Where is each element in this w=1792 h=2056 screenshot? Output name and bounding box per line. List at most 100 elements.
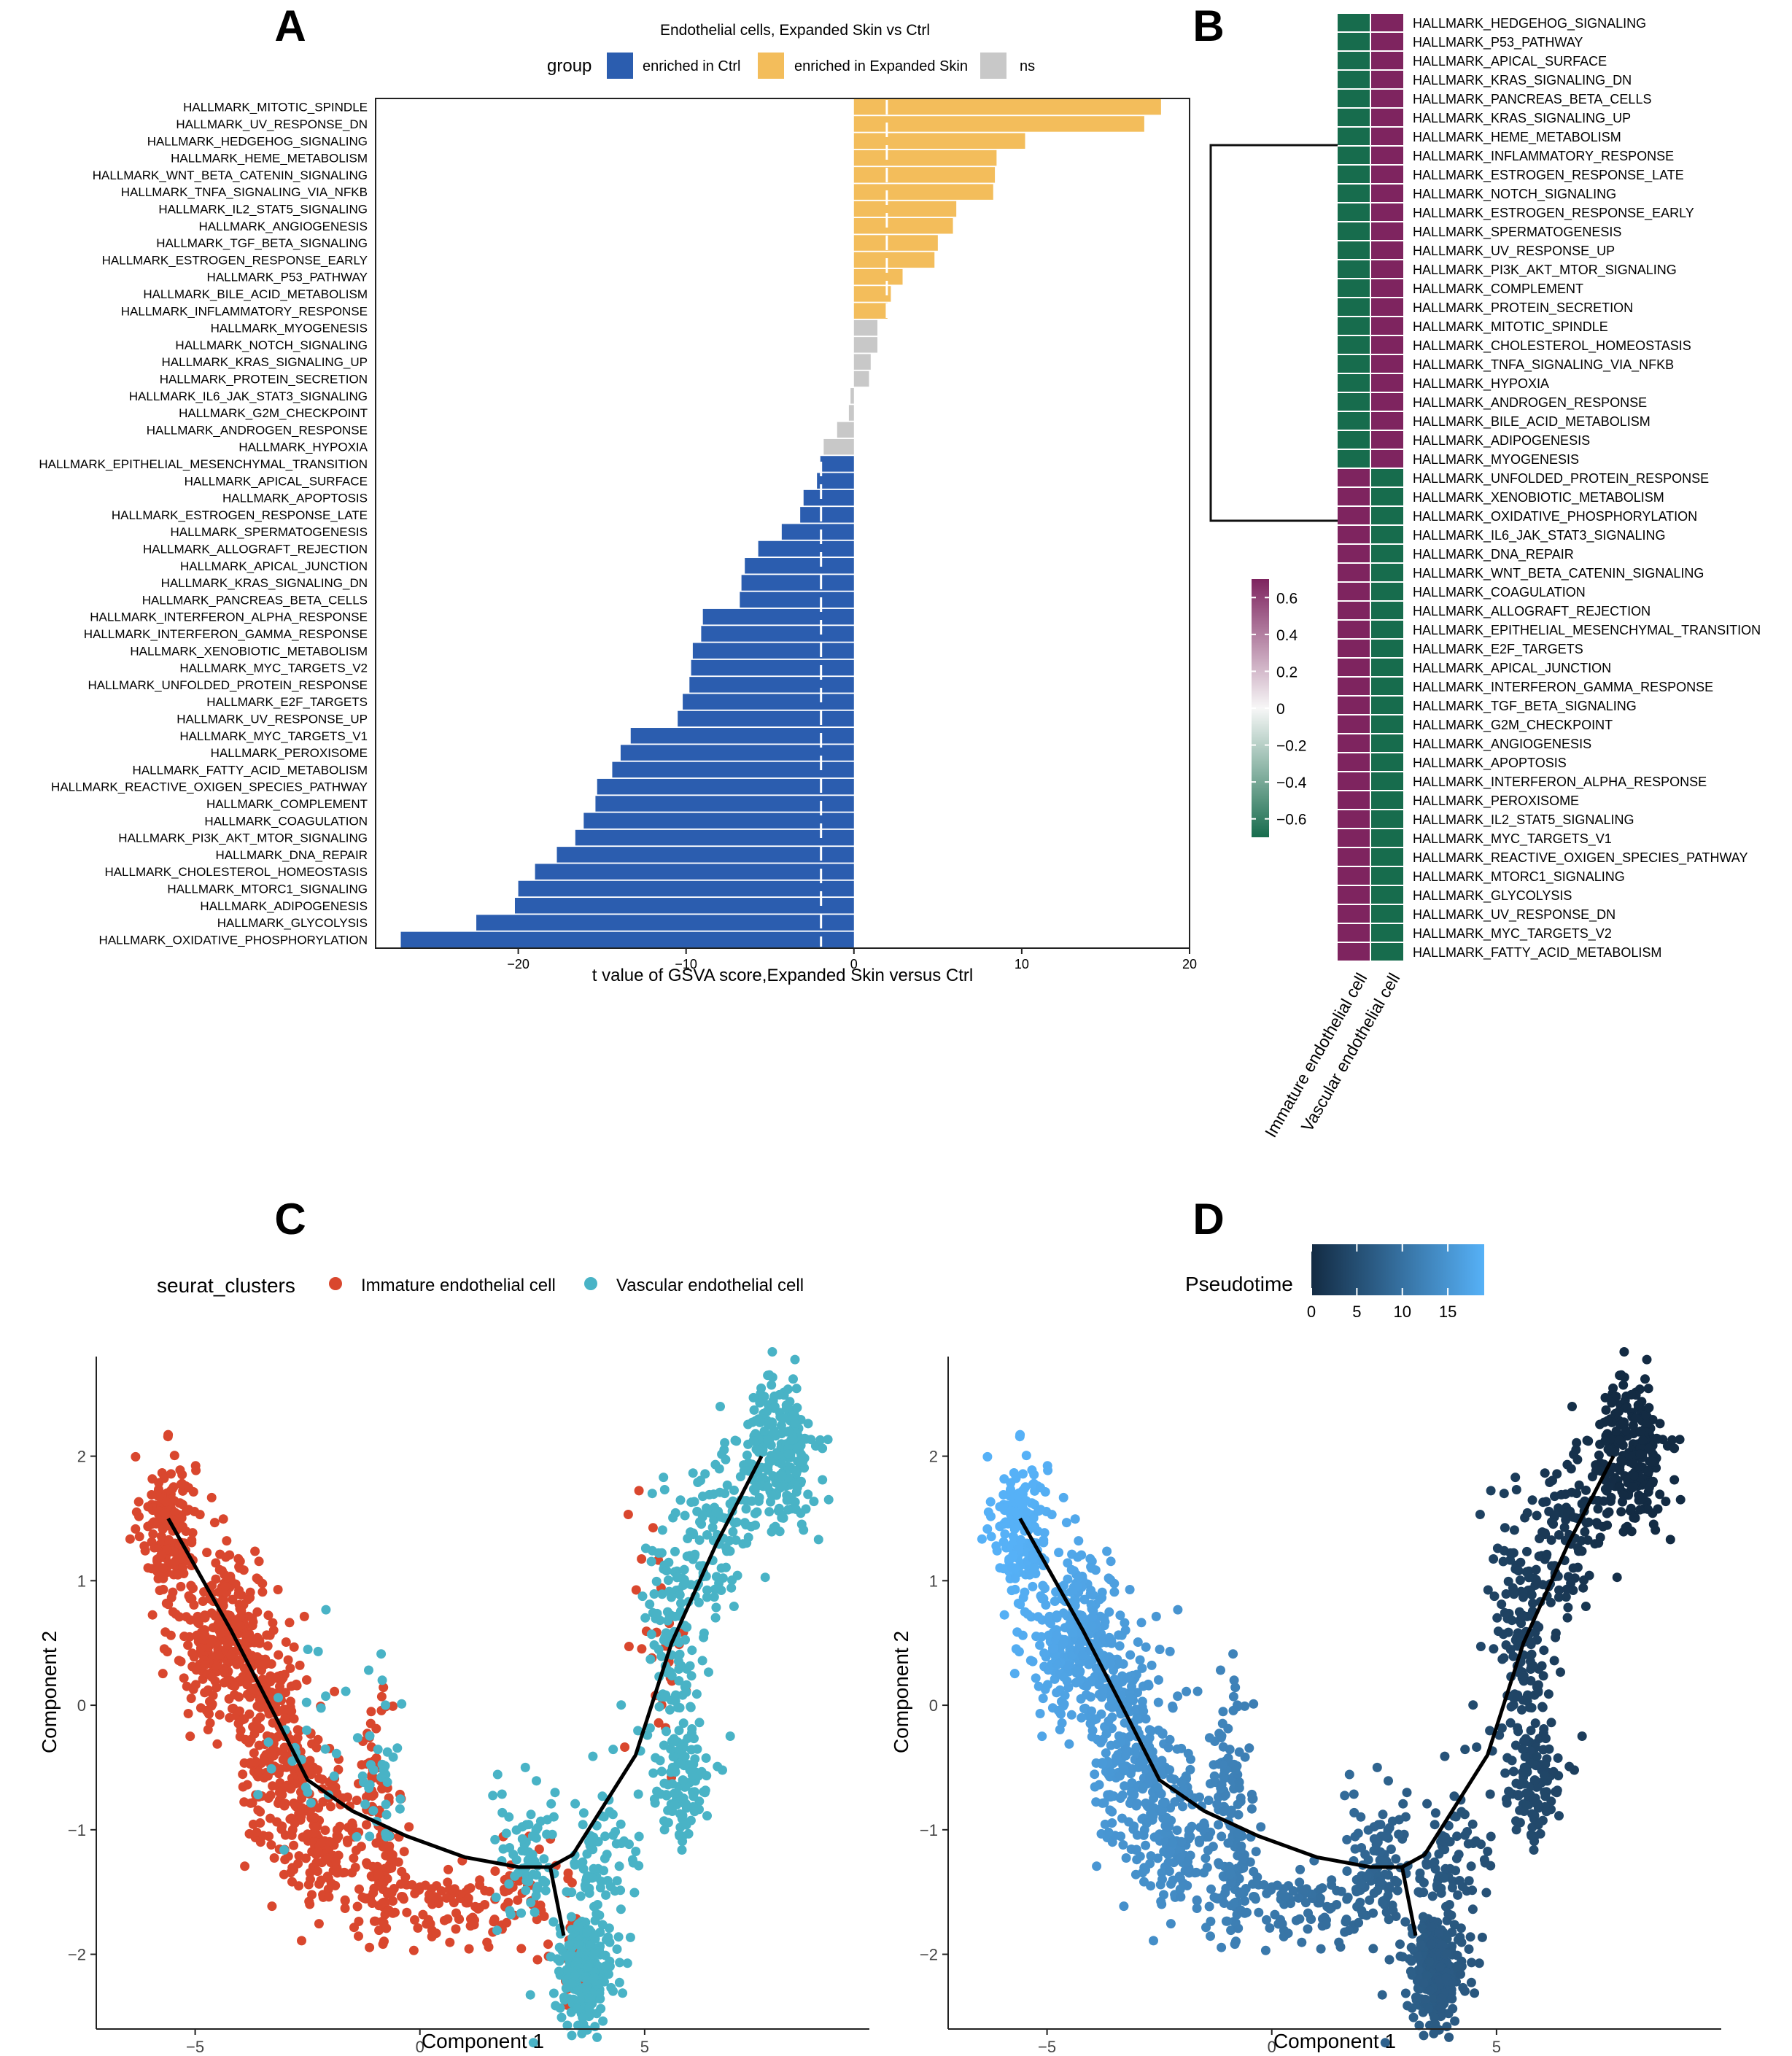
cell-point <box>1468 1700 1478 1710</box>
cell-point <box>532 1776 541 1786</box>
cell-point <box>628 1858 638 1868</box>
cell-point <box>540 1877 551 1888</box>
cell-point <box>274 1650 284 1660</box>
cell-point <box>526 1809 536 1820</box>
cell-point <box>1230 1683 1241 1693</box>
cell-point <box>602 1850 612 1860</box>
cell-point <box>578 1857 588 1867</box>
cell-point <box>777 1482 787 1491</box>
cell-point <box>1642 1354 1652 1365</box>
cell-point <box>235 1706 244 1716</box>
cell-point <box>491 1893 501 1902</box>
cell-point <box>212 1739 222 1749</box>
cell-point <box>313 1734 323 1745</box>
cell-point <box>179 1632 190 1642</box>
cell-point <box>685 1661 695 1671</box>
cell-point <box>1541 1734 1551 1744</box>
cell-point <box>388 1908 398 1918</box>
cell-point <box>786 1435 796 1445</box>
cell-point <box>277 1790 287 1800</box>
cell-point <box>1229 1675 1239 1685</box>
cell-point <box>796 1508 806 1518</box>
x-tick-label: 5 <box>1492 2038 1501 2056</box>
cell-point <box>333 1825 342 1835</box>
cell-point <box>1157 1874 1167 1885</box>
cell-point <box>689 1497 699 1507</box>
cell-point <box>1511 1825 1521 1835</box>
heatmap-cell <box>1371 924 1403 942</box>
cell-point <box>1398 1799 1408 1809</box>
cell-point <box>1530 1775 1540 1785</box>
cell-point <box>711 1602 721 1613</box>
cell-point <box>1303 1908 1313 1918</box>
cell-point <box>1501 1794 1511 1804</box>
cell-point <box>1583 1535 1593 1545</box>
cell-point <box>1530 1718 1540 1729</box>
bar-hallmark-hypoxia <box>823 438 854 455</box>
cell-point <box>682 1622 692 1632</box>
cell-point <box>1132 1712 1142 1723</box>
cell-point <box>554 1942 565 1952</box>
cell-point <box>755 1397 765 1408</box>
cell-point <box>382 1777 392 1787</box>
cell-point <box>1515 1575 1525 1586</box>
heatmap-cell <box>1338 431 1370 449</box>
cell-point <box>648 1523 658 1533</box>
cell-point <box>382 1747 392 1757</box>
cell-point <box>164 1535 174 1545</box>
cell-point <box>622 1958 632 1968</box>
cell-point <box>524 1877 534 1887</box>
cell-point <box>255 1702 265 1712</box>
heatmap-cell <box>1371 431 1403 449</box>
cell-point <box>681 1820 691 1830</box>
category-label: HALLMARK_INTERFERON_GAMMA_RESPONSE <box>84 627 368 641</box>
cell-point <box>1049 1643 1058 1653</box>
cell-point <box>287 1877 297 1887</box>
cell-point <box>1115 1793 1125 1803</box>
cell-point <box>656 1651 667 1661</box>
cell-point <box>1534 1551 1544 1562</box>
heatmap-cell <box>1371 52 1403 69</box>
cell-point <box>1552 1469 1562 1479</box>
heatmap-row-label: HALLMARK_BILE_ACID_METABOLISM <box>1413 414 1651 430</box>
cell-point <box>1595 1419 1605 1429</box>
cell-point <box>410 1888 420 1898</box>
heatmap-cell <box>1371 412 1403 430</box>
x-tick-label: 5 <box>640 2038 649 2056</box>
cell-point <box>1516 1557 1526 1567</box>
bar-hallmark-kras-signaling-dn <box>741 575 854 591</box>
chart-c-trajectory-branch <box>548 1866 566 1936</box>
heatmap-cell <box>1371 336 1403 354</box>
bar-hallmark-il2-stat5-signaling <box>853 201 957 217</box>
cell-point <box>654 1702 664 1712</box>
cell-point <box>1052 1688 1062 1698</box>
cell-point <box>1105 1805 1115 1815</box>
cell-point <box>1172 1826 1182 1835</box>
cell-point <box>373 1869 384 1880</box>
cell-point <box>312 1866 322 1877</box>
cell-point <box>266 1764 276 1774</box>
cell-point <box>1644 1443 1654 1454</box>
cell-point <box>1162 1812 1172 1823</box>
cell-point <box>186 1581 196 1591</box>
chart-a-plot-frame <box>375 98 1190 949</box>
cell-point <box>562 2020 573 2030</box>
category-label: HALLMARK_HEME_METABOLISM <box>171 152 368 166</box>
cell-point <box>704 1667 713 1677</box>
cell-point <box>331 1856 341 1866</box>
cell-point <box>326 1801 335 1812</box>
cell-point <box>1454 1876 1465 1885</box>
cell-point <box>1568 1512 1578 1522</box>
cell-point <box>1010 1573 1020 1583</box>
cell-point <box>667 1592 676 1602</box>
cell-point <box>147 1537 157 1547</box>
legend-key-vascular <box>584 1277 597 1290</box>
cell-point <box>1421 1971 1432 1981</box>
cell-point <box>431 1928 441 1939</box>
cell-point <box>1141 1840 1151 1850</box>
cell-point <box>320 1826 330 1835</box>
cell-point <box>741 1504 751 1514</box>
bar-hallmark-tnfa-signaling-via-nfkb <box>853 184 993 200</box>
y-tick-label: −2 <box>68 1946 86 1964</box>
cell-point <box>1017 1486 1028 1496</box>
